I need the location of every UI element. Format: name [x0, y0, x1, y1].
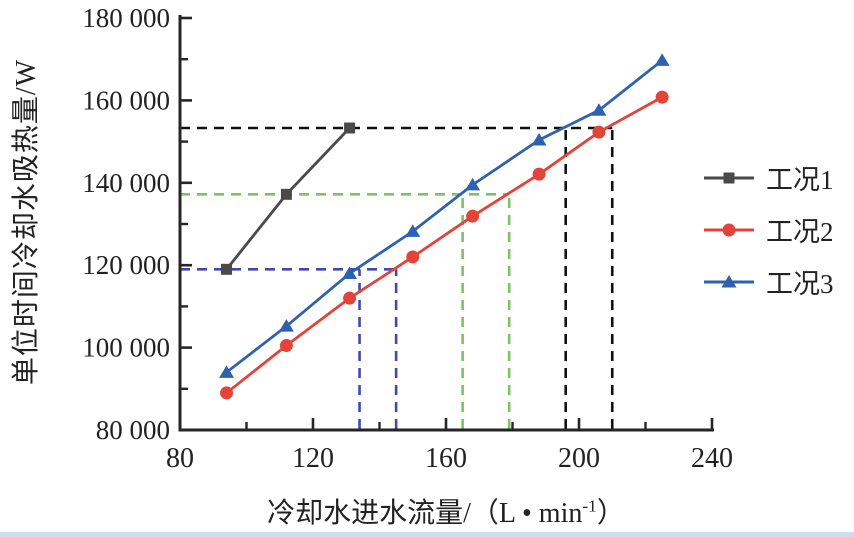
y-tick-label: 120 000: [82, 250, 170, 280]
axis-spines: [178, 15, 714, 432]
series-marker-3: [654, 53, 670, 66]
x-tick-label: 120: [292, 443, 334, 474]
legend-item-condition-2: 工况2: [704, 210, 834, 249]
legend-label: 工况1: [766, 165, 834, 195]
series-marker-2: [655, 90, 669, 104]
legend-item-condition-1: 工况1: [704, 158, 834, 197]
legend-label: 工况3: [766, 269, 834, 299]
x-axis-title-superscript: -1: [582, 496, 597, 516]
series-marker-3: [591, 103, 607, 116]
series-marker-2: [592, 125, 606, 139]
legend-triangle-marker-icon: [704, 274, 754, 287]
x-axis-title-main: 冷却水进水流量/（L • min: [267, 498, 583, 529]
x-tick-label: 160: [425, 443, 467, 474]
legend-label: 工况2: [766, 217, 834, 247]
series-marker-3: [531, 132, 547, 146]
series-marker-2: [220, 386, 234, 400]
y-tick-label: 100 000: [82, 333, 170, 363]
x-tick-label: 240: [691, 443, 733, 474]
series-marker-3: [405, 224, 421, 237]
page-bottom-strip: [0, 532, 854, 537]
y-tick-label: 80 000: [96, 415, 170, 445]
series-marker-2: [466, 209, 480, 223]
y-tick-label: 160 000: [82, 85, 170, 115]
y-tick-label: 180 000: [82, 3, 170, 33]
chart-legend: 工况1 工况2 工况3: [704, 158, 834, 301]
series-marker-2: [279, 339, 293, 353]
y-axis-title: 单位时间冷却水吸热量/W: [11, 58, 42, 386]
x-tick-label: 80: [166, 443, 194, 474]
series-line-2: [225, 95, 663, 395]
y-tick-label: 140 000: [82, 168, 170, 198]
legend-square-marker-icon: [704, 172, 754, 183]
series-marker-3: [219, 365, 235, 378]
series-marker-2: [343, 291, 357, 305]
x-tick-label: 200: [558, 443, 600, 474]
series-marker-2: [532, 167, 546, 181]
series-marker-2: [406, 250, 420, 264]
series-marker-3: [465, 177, 481, 191]
x-axis-title: 冷却水进水流量/（L • min-1）: [267, 491, 625, 531]
series-line-3: [225, 59, 663, 374]
x-axis-title-close: ）: [596, 498, 625, 529]
series-marker-1: [344, 122, 356, 134]
series-marker-1: [280, 188, 292, 200]
legend-circle-marker-icon: [704, 223, 754, 236]
series-marker-1: [221, 263, 233, 275]
legend-item-condition-3: 工况3: [704, 262, 834, 301]
series-marker-3: [342, 266, 358, 279]
series-marker-3: [278, 319, 294, 332]
